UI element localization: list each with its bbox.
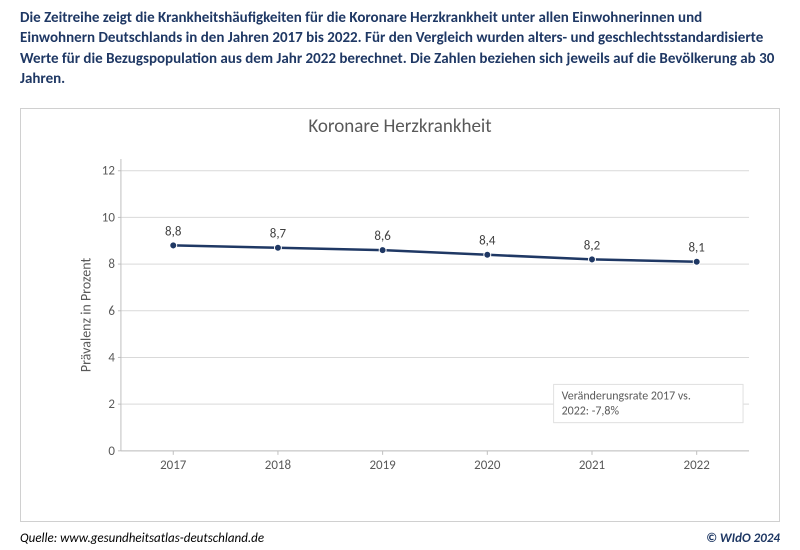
svg-text:2022: 2022 [684, 458, 711, 473]
svg-text:2022: -7,8%: 2022: -7,8% [562, 405, 620, 419]
svg-text:8,8: 8,8 [165, 224, 182, 239]
chart-svg: 0 2 4 6 8 10 12 2017 2018 2019 2020 2021 2022 8,8 8,7 8… [91, 149, 759, 481]
svg-text:8: 8 [108, 257, 115, 272]
svg-text:8,4: 8,4 [479, 234, 496, 249]
svg-text:8,1: 8,1 [688, 241, 705, 256]
svg-text:8,7: 8,7 [270, 227, 287, 242]
svg-text:8,2: 8,2 [584, 238, 601, 253]
svg-text:2020: 2020 [474, 458, 501, 473]
svg-text:2017: 2017 [160, 458, 187, 473]
source-label: Quelle: www.gesundheitsatlas-deutschland… [20, 531, 264, 546]
svg-text:8,6: 8,6 [374, 229, 391, 244]
svg-text:10: 10 [102, 210, 116, 225]
svg-text:2: 2 [108, 397, 115, 412]
svg-text:12: 12 [102, 164, 116, 179]
svg-text:Veränderungsrate 2017 vs.: Veränderungsrate 2017 vs. [562, 389, 691, 403]
svg-text:2019: 2019 [369, 458, 396, 473]
svg-text:6: 6 [108, 304, 115, 319]
headline-text: Die Zeitreihe zeigt die Krankheitshäufig… [0, 0, 800, 93]
svg-text:4: 4 [108, 350, 115, 365]
chart-title: Koronare Herzkrankheit [21, 109, 779, 138]
copyright-label: © WIdO 2024 [706, 531, 780, 546]
svg-text:0: 0 [108, 444, 115, 459]
svg-text:2021: 2021 [579, 458, 606, 473]
chart-plot: 0 2 4 6 8 10 12 2017 2018 2019 2020 2021 2022 8,8 8,7 8… [91, 149, 759, 481]
svg-text:2018: 2018 [265, 458, 292, 473]
chart-card: Koronare Herzkrankheit Prävalenz in Proz… [20, 108, 780, 522]
